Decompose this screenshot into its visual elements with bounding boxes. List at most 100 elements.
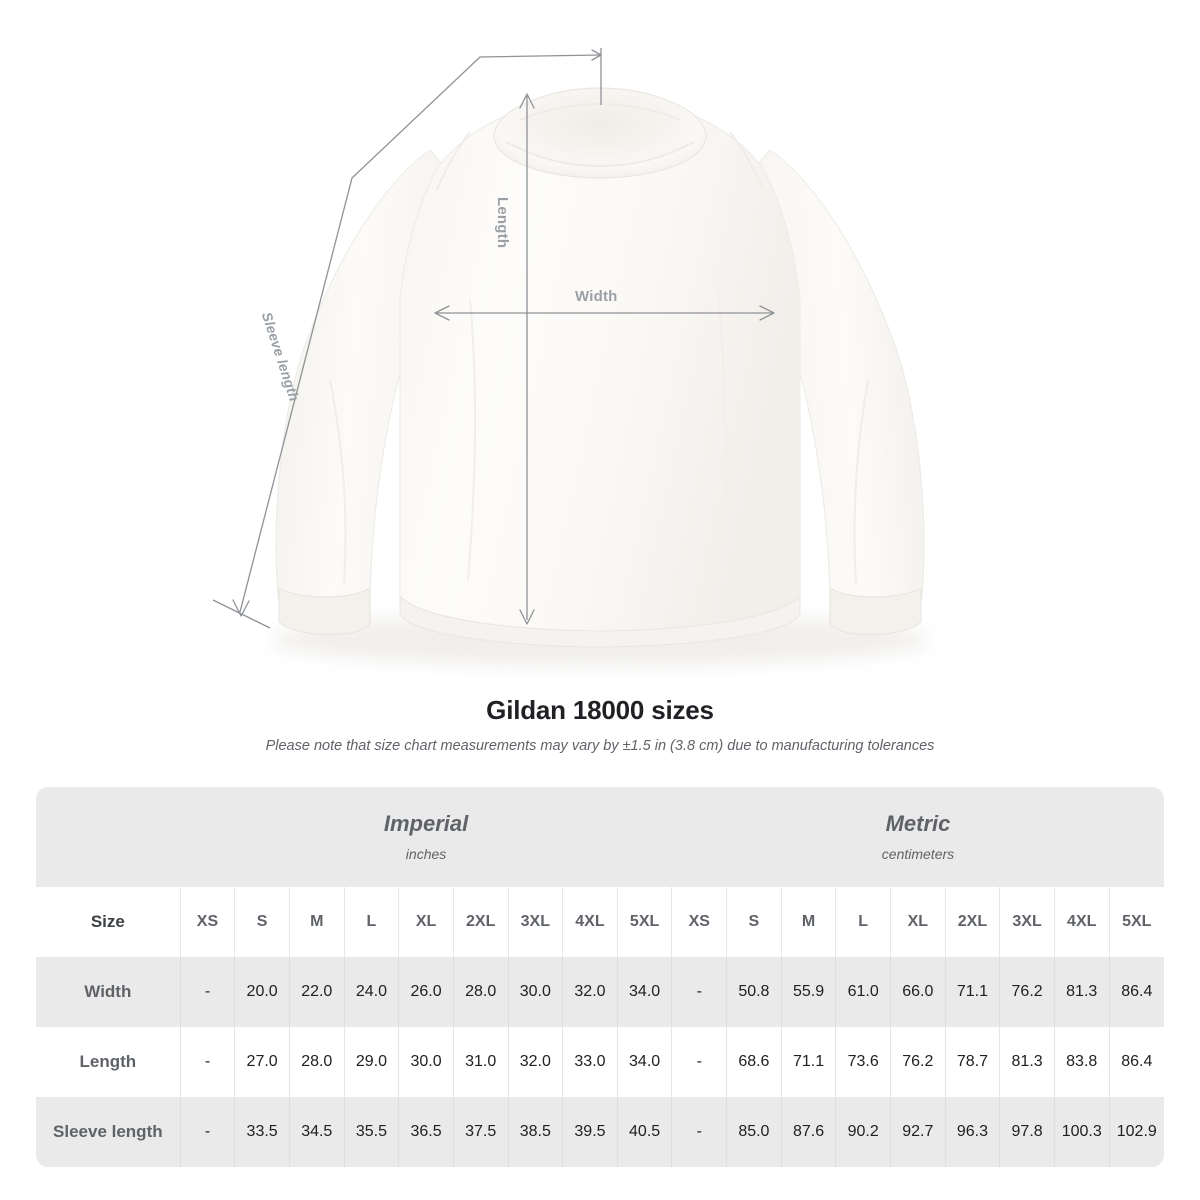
cell-width-imperial-s: 20.0: [234, 957, 290, 1027]
right-cuff: [829, 587, 922, 636]
size-header-metric-5xl: 5XL: [1109, 887, 1164, 957]
cell-length-metric-2xl: 78.7: [945, 1027, 1001, 1097]
cell-width-imperial-xs: -: [180, 957, 236, 1027]
size-header-row: Size XS S M L XL 2XL 3XL 4XL 5XL XS S M L XL 2XL 3XL 4XL 5…: [36, 887, 1164, 957]
size-header-imperial-xs: XS: [180, 887, 236, 957]
cell-length-metric-3xl: 81.3: [999, 1027, 1055, 1097]
sweatshirt-illustration: [212, 48, 930, 666]
table-row: Width -20.0 22.0 24.0 26.0 28.0 30.0 32.0 34.0-5…: [36, 957, 1164, 1027]
size-header-imperial-3xl: 3XL: [508, 887, 564, 957]
unit-name: Imperial: [383, 811, 469, 837]
product-photo-area: Width Length Sleeve length: [212, 48, 930, 666]
fabric-fold-right: [717, 289, 727, 579]
cell-length-imperial-3xl: 32.0: [508, 1027, 564, 1097]
cell-sleeve-length-metric-xl: 92.7: [890, 1097, 946, 1167]
size-header-imperial-m: M: [289, 887, 345, 957]
cell-width-metric-xl: 66.0: [890, 957, 946, 1027]
cell-length-imperial-4xl: 33.0: [562, 1027, 618, 1097]
cell-sleeve-length-imperial-5xl: 40.5: [617, 1097, 673, 1167]
size-header-metric-s: S: [726, 887, 782, 957]
fabric-fold-left: [467, 299, 477, 581]
size-header-imperial-l: L: [344, 887, 400, 957]
size-header-imperial-xl: XL: [398, 887, 454, 957]
sleeve-length-guide: [212, 48, 602, 629]
table-row: Sleeve length -33.5 34.5 35.5 36.5 37.5 38.5 39…: [36, 1097, 1164, 1167]
cell-length-metric-s: 68.6: [726, 1027, 782, 1097]
unit-banner-spacer: [36, 787, 181, 887]
cell-sleeve-length-metric-2xl: 96.3: [945, 1097, 1001, 1167]
cell-sleeve-length-imperial-xs: -: [180, 1097, 236, 1167]
cell-length-metric-m: 71.1: [781, 1027, 837, 1097]
cell-sleeve-length-imperial-m: 34.5: [289, 1097, 345, 1167]
left-shoulder-seam: [436, 131, 471, 191]
unit-banner-metric: Metric centimeters: [671, 787, 1164, 887]
size-header-metric-2xl: 2XL: [945, 887, 1001, 957]
length-measurement-label: Length: [494, 197, 511, 249]
collar-lower-edge: [505, 141, 695, 168]
cell-width-metric-l: 61.0: [835, 957, 891, 1027]
size-header-imperial-5xl: 5XL: [617, 887, 673, 957]
size-header-metric-xl: XL: [890, 887, 946, 957]
size-header-imperial-2xl: 2XL: [453, 887, 509, 957]
size-header-metric-4xl: 4XL: [1054, 887, 1110, 957]
row-label-sleeve-length: Sleeve length: [36, 1097, 181, 1167]
cell-sleeve-length-imperial-s: 33.5: [234, 1097, 290, 1167]
cell-sleeve-length-imperial-3xl: 38.5: [508, 1097, 564, 1167]
cell-length-metric-xs: -: [671, 1027, 728, 1097]
cell-length-imperial-xl: 30.0: [398, 1027, 454, 1097]
row-label-width: Width: [36, 957, 181, 1027]
size-header-metric-l: L: [835, 887, 891, 957]
width-measurement-label: Width: [575, 288, 618, 305]
cell-width-metric-s: 50.8: [726, 957, 782, 1027]
tolerance-note: Please note that size chart measurements…: [265, 738, 935, 754]
cell-width-metric-4xl: 81.3: [1054, 957, 1110, 1027]
cell-width-metric-2xl: 71.1: [945, 957, 1001, 1027]
cell-length-imperial-l: 29.0: [344, 1027, 400, 1097]
cell-width-imperial-4xl: 32.0: [562, 957, 618, 1027]
left-cuff: [278, 587, 371, 636]
width-guide: [434, 305, 775, 321]
cell-width-metric-xs: -: [671, 957, 728, 1027]
cell-width-imperial-m: 22.0: [289, 957, 345, 1027]
cell-length-imperial-2xl: 31.0: [453, 1027, 509, 1097]
size-header-metric-3xl: 3XL: [999, 887, 1055, 957]
right-shoulder-seam: [729, 131, 764, 191]
cell-length-metric-xl: 76.2: [890, 1027, 946, 1097]
row-label-length: Length: [36, 1027, 181, 1097]
cell-sleeve-length-metric-5xl: 102.9: [1109, 1097, 1164, 1167]
cell-width-imperial-3xl: 30.0: [508, 957, 564, 1027]
chart-heading-block: Gildan 18000 sizes Please note that size…: [0, 695, 1200, 754]
cell-length-imperial-xs: -: [180, 1027, 236, 1097]
cell-width-metric-5xl: 86.4: [1109, 957, 1164, 1027]
size-header-imperial-4xl: 4XL: [562, 887, 618, 957]
cell-length-metric-4xl: 83.8: [1054, 1027, 1110, 1097]
size-header-metric-m: M: [781, 887, 837, 957]
cell-width-metric-3xl: 76.2: [999, 957, 1055, 1027]
cell-width-imperial-2xl: 28.0: [453, 957, 509, 1027]
cell-sleeve-length-metric-m: 87.6: [781, 1097, 837, 1167]
fabric-fold-sleeve-left: [329, 379, 347, 585]
cell-sleeve-length-metric-3xl: 97.8: [999, 1097, 1055, 1167]
table-row: Length -27.0 28.0 29.0 30.0 31.0 32.0 33.0 34.0-…: [36, 1027, 1164, 1097]
cell-width-imperial-5xl: 34.0: [617, 957, 673, 1027]
size-header-imperial-s: S: [234, 887, 290, 957]
unit-banner-row: Imperial inches Metric centimeters: [36, 787, 1164, 887]
unit-subtitle: centimeters: [881, 845, 955, 862]
cell-sleeve-length-metric-s: 85.0: [726, 1097, 782, 1167]
unit-name: Metric: [885, 811, 951, 837]
cell-sleeve-length-imperial-2xl: 37.5: [453, 1097, 509, 1167]
fabric-fold-sleeve-right: [853, 379, 869, 585]
page-title: Gildan 18000 sizes: [486, 695, 714, 725]
unit-subtitle: inches: [405, 845, 447, 862]
size-column-header: Size: [36, 887, 181, 957]
collar-inner-edge: [519, 102, 681, 121]
bottom-hem: [399, 594, 801, 648]
cell-sleeve-length-imperial-l: 35.5: [344, 1097, 400, 1167]
cell-sleeve-length-metric-l: 90.2: [835, 1097, 891, 1167]
cell-sleeve-length-metric-4xl: 100.3: [1054, 1097, 1110, 1167]
size-chart-table: Imperial inches Metric centimeters Size XS S M L…: [36, 787, 1164, 1167]
cell-length-imperial-s: 27.0: [234, 1027, 290, 1097]
collar-ribbing: [493, 87, 707, 179]
size-chart-table-container: Imperial inches Metric centimeters Size XS S M L…: [36, 787, 1164, 1167]
unit-banner-imperial: Imperial inches: [180, 787, 672, 887]
